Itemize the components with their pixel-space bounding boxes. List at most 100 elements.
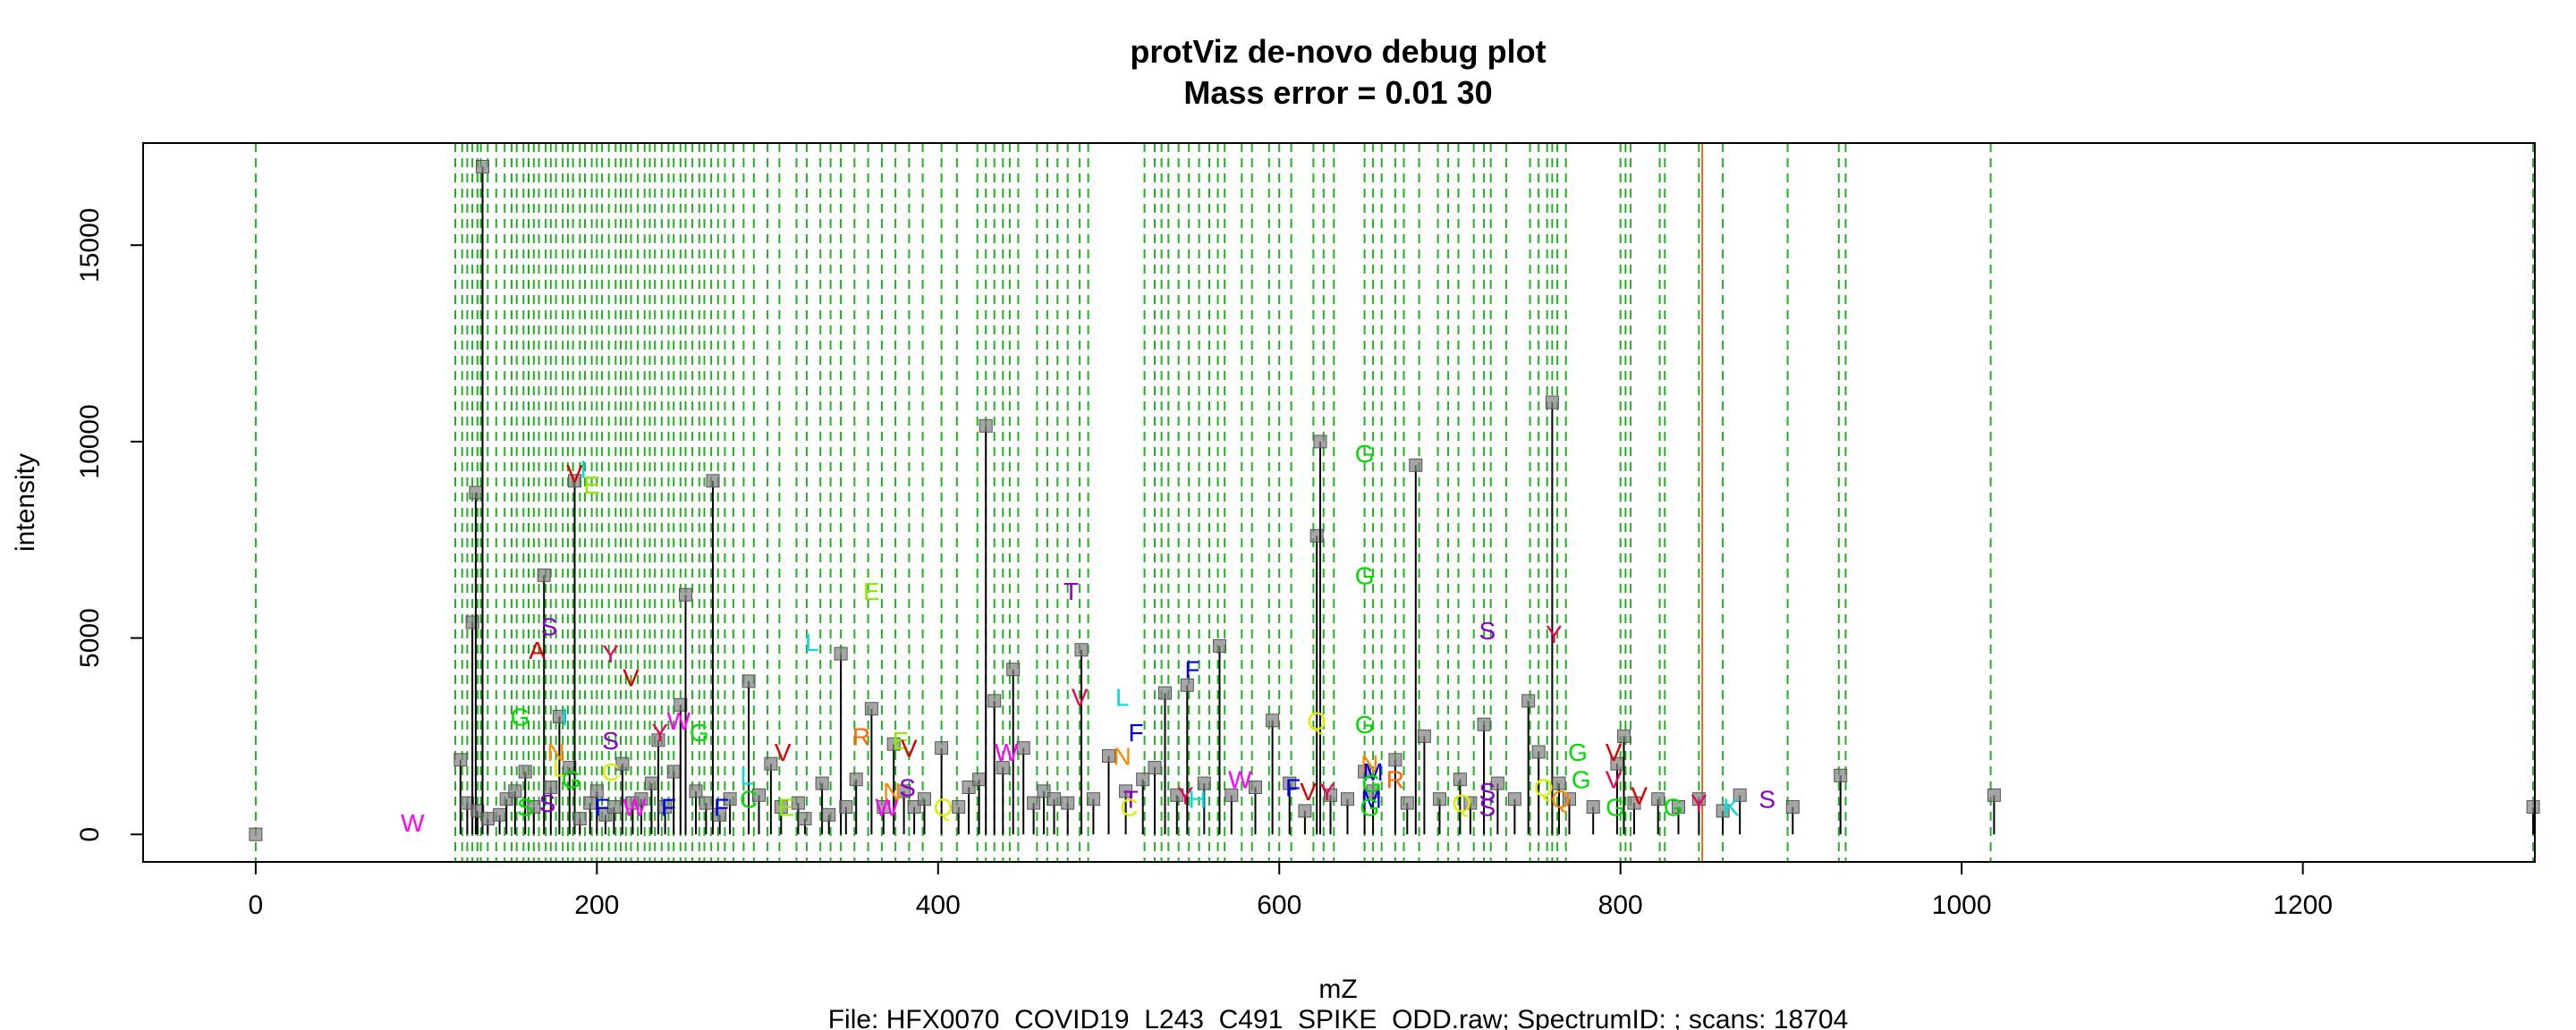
aa-label-11: E xyxy=(583,471,600,499)
peak-marker-1 xyxy=(453,753,468,767)
peak-marker-52 xyxy=(907,800,921,814)
peak-marker-110 xyxy=(1691,792,1706,806)
aa-label-77: K xyxy=(1723,794,1740,822)
peak-marker-69 xyxy=(1102,748,1115,763)
peak-marker-84 xyxy=(1313,435,1327,449)
aa-label-20: F xyxy=(661,794,676,822)
aa-label-14: C xyxy=(601,758,619,786)
peak-marker-30 xyxy=(674,697,688,712)
peak-marker-102 xyxy=(1552,776,1566,790)
peak-marker-64 xyxy=(1037,784,1051,798)
peak-marker-92 xyxy=(1417,729,1431,743)
peak-marker-114 xyxy=(1834,768,1848,782)
chart-title: protViz de-novo debug plot xyxy=(1130,33,1546,70)
peak-marker-17 xyxy=(568,474,581,488)
peak-marker-115 xyxy=(1987,788,2001,802)
peak-marker-6 xyxy=(476,159,489,173)
peak-marker-26 xyxy=(644,776,658,790)
aa-label-24: L xyxy=(740,762,754,789)
aa-label-36: Q xyxy=(934,794,953,822)
aa-label-62: Q xyxy=(1452,789,1471,817)
peak-marker-88 xyxy=(1366,784,1380,798)
peak-marker-7 xyxy=(480,812,495,826)
peak-marker-36 xyxy=(723,792,737,806)
peak-marker-14 xyxy=(544,781,558,794)
aa-label-13: F xyxy=(595,794,610,822)
chart-subtitle: Mass error = 0.01 30 xyxy=(1183,74,1492,111)
aa-label-43: T xyxy=(1123,786,1139,814)
peak-marker-111 xyxy=(1716,804,1730,818)
aa-label-47: H xyxy=(1189,786,1207,814)
aa-label-0: W xyxy=(401,809,425,837)
peak-marker-67 xyxy=(1074,643,1089,657)
aa-label-39: V xyxy=(1072,684,1089,712)
peak-marker-91 xyxy=(1409,458,1423,472)
peak-marker-33 xyxy=(699,796,713,810)
peak-marker-59 xyxy=(987,694,1002,708)
peak-marker-80 xyxy=(1266,713,1280,728)
peak-marker-32 xyxy=(689,784,703,798)
aa-label-71: V xyxy=(1606,739,1623,766)
x-tick-label-3: 600 xyxy=(1257,891,1301,920)
aa-label-31: W xyxy=(875,794,899,822)
peak-marker-2 xyxy=(460,796,474,810)
aa-label-9: V xyxy=(566,460,583,487)
y-tick-label-1: 5000 xyxy=(75,608,105,668)
peak-marker-104 xyxy=(1586,800,1600,814)
x-tick-label-6: 1200 xyxy=(2273,891,2333,920)
peak-marker-108 xyxy=(1651,792,1665,806)
aa-label-54: G xyxy=(1355,561,1375,589)
peak-marker-103 xyxy=(1563,792,1576,806)
peak-marker-112 xyxy=(1733,788,1747,802)
aa-label-76: Y xyxy=(1690,789,1707,817)
aa-label-12: S xyxy=(539,789,556,817)
aa-label-4: S xyxy=(541,612,558,640)
y-tick-label-0: 0 xyxy=(75,827,105,842)
aa-label-49: F xyxy=(1285,774,1301,802)
aa-label-5: N xyxy=(547,739,564,766)
peak-marker-55 xyxy=(952,800,966,814)
peak-marker-27 xyxy=(651,733,665,747)
peak-marker-50 xyxy=(886,737,901,751)
peak-marker-97 xyxy=(1490,776,1504,790)
peak-marker-51 xyxy=(897,784,911,798)
peak-marker-60 xyxy=(996,761,1010,775)
peak-marker-79 xyxy=(1249,781,1262,794)
spectrum-peaks xyxy=(249,159,2540,841)
peak-marker-90 xyxy=(1400,796,1414,810)
y-axis-label: intensity xyxy=(11,453,40,552)
aa-label-27: E xyxy=(778,794,795,822)
aa-label-37: W xyxy=(995,739,1019,766)
peak-marker-20 xyxy=(589,784,604,798)
peak-marker-39 xyxy=(764,756,778,771)
aa-label-55: G xyxy=(1355,711,1375,739)
x-tick-label-1: 200 xyxy=(574,891,619,920)
peak-marker-96 xyxy=(1477,717,1491,731)
peak-marker-75 xyxy=(1180,678,1194,692)
aa-label-18: W xyxy=(623,794,647,822)
x-axis-label: mZ xyxy=(1318,975,1357,1004)
peak-marker-3 xyxy=(465,615,479,629)
x-tick-label-4: 800 xyxy=(1598,891,1643,920)
peak-marker-54 xyxy=(935,741,949,756)
aa-label-56: N xyxy=(1360,750,1378,778)
aa-label-30: E xyxy=(863,578,880,605)
peak-marker-94 xyxy=(1453,772,1467,787)
aa-label-73: G xyxy=(1606,794,1625,822)
x-tick-label-0: 0 xyxy=(249,891,264,920)
peak-marker-34 xyxy=(706,474,720,488)
peak-marker-38 xyxy=(752,788,766,802)
aa-label-70: G xyxy=(1572,766,1591,794)
aa-label-61: R xyxy=(1386,766,1404,794)
peak-marker-99 xyxy=(1521,694,1536,708)
peak-marker-18 xyxy=(572,812,587,826)
aa-label-50: V xyxy=(1300,778,1317,806)
peak-marker-85 xyxy=(1324,788,1337,802)
x-axis: 0 200 400 600 800 1000 1200 xyxy=(249,861,2333,920)
plot-frame xyxy=(142,142,2536,863)
peak-marker-40 xyxy=(774,800,788,814)
aa-label-75: G xyxy=(1664,794,1683,822)
peak-marker-65 xyxy=(1047,792,1061,806)
peak-marker-25 xyxy=(634,792,648,806)
